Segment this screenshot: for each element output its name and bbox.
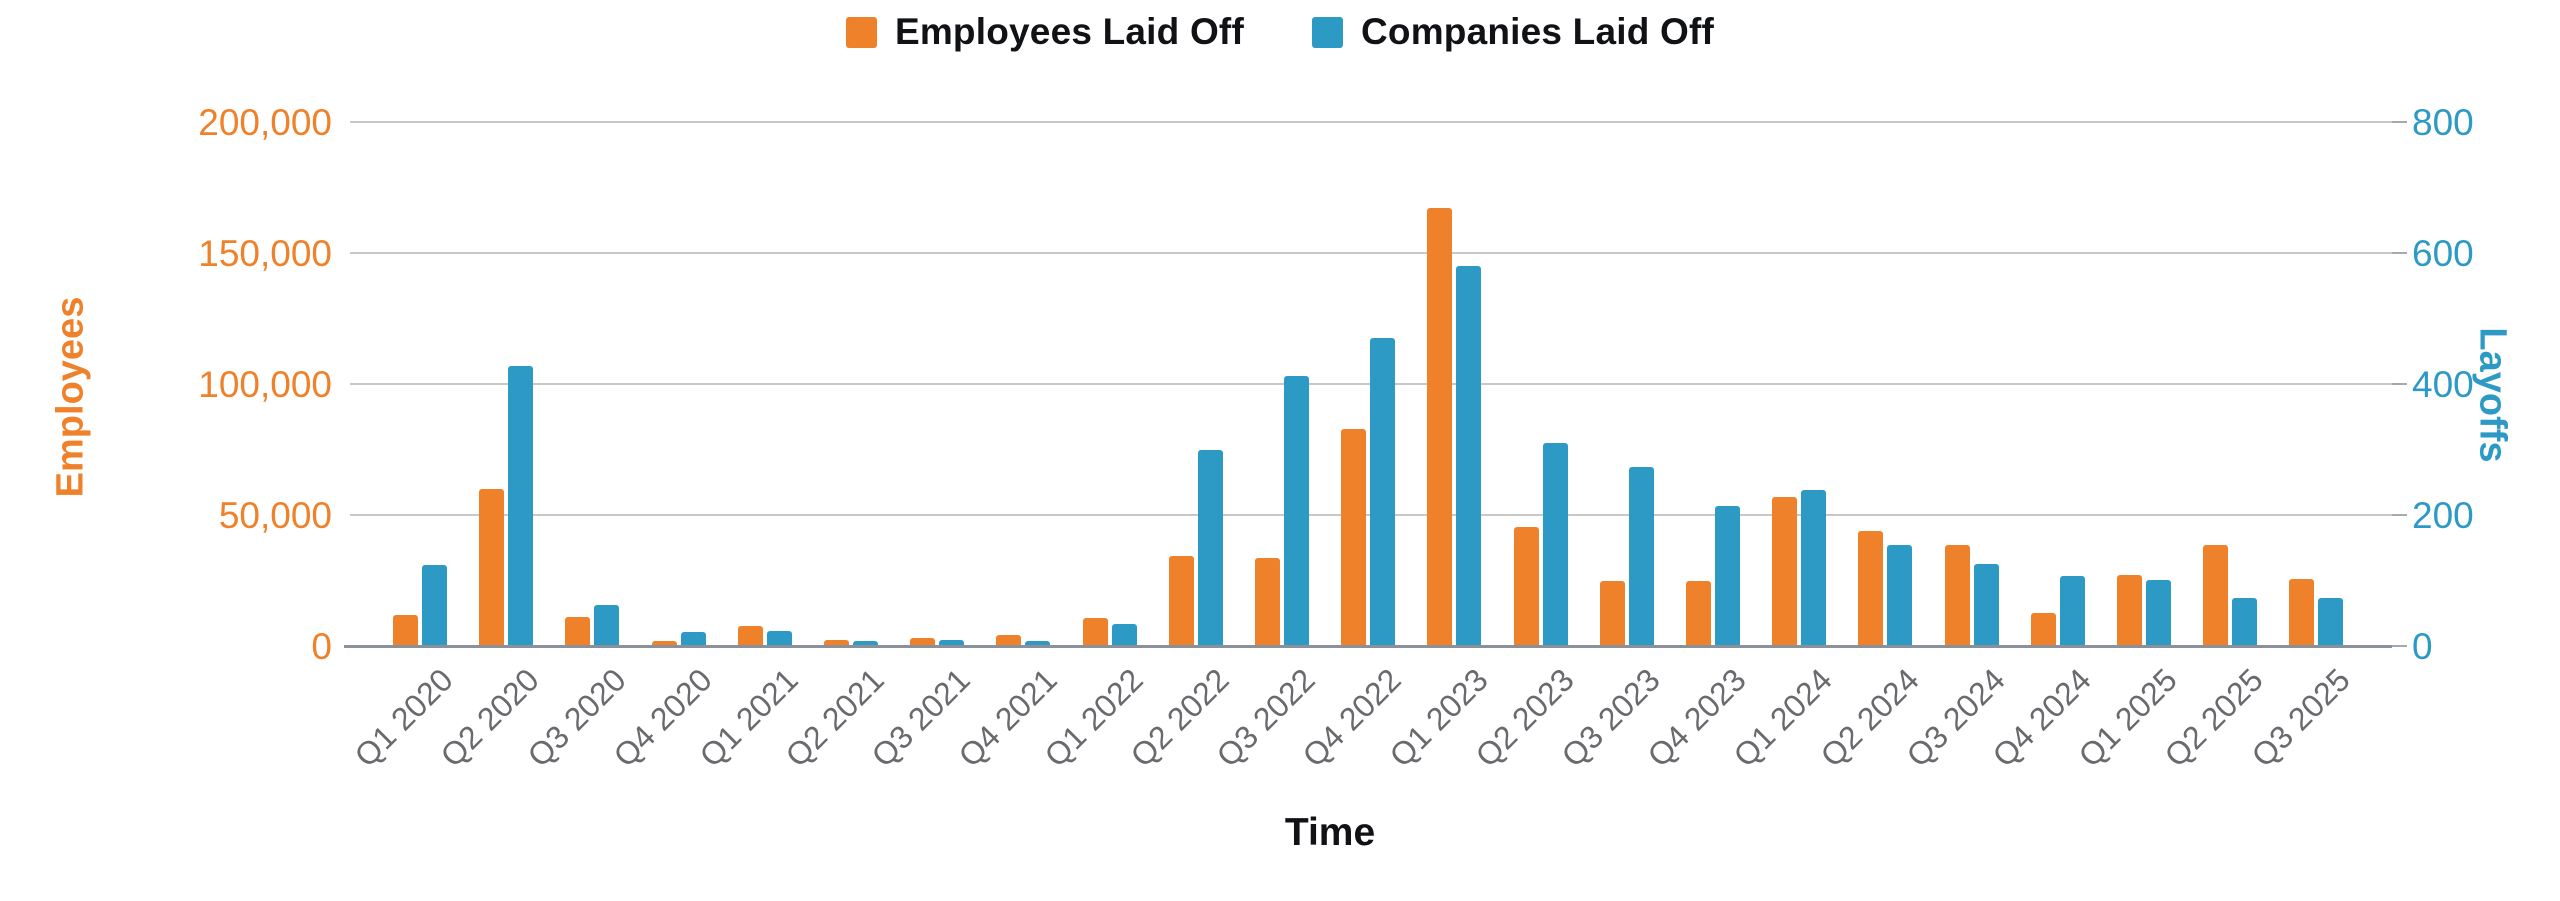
x-axis-title: Time [1284, 811, 1376, 854]
y-axis-title-right: Layoffs [2471, 327, 2514, 463]
bar-employees-q3-2020[interactable] [565, 617, 591, 646]
y-axis-title-left: Employees [49, 296, 92, 498]
y-tick-label-left: 50,000 [218, 495, 332, 536]
bar-companies-q2-2021[interactable] [853, 640, 878, 646]
bar-companies-q1-2024[interactable] [1801, 490, 1827, 646]
bar-employees-q2-2024[interactable] [1858, 530, 1884, 646]
bar-companies-q1-2022[interactable] [1111, 623, 1137, 646]
bar-employees-q3-2024[interactable] [1944, 545, 1970, 646]
bar-employees-q4-2021[interactable] [996, 634, 1022, 646]
bar-employees-q2-2023[interactable] [1513, 526, 1539, 646]
right-axis-tick [2392, 645, 2407, 647]
right-axis-tick [2392, 252, 2407, 254]
bar-employees-q1-2020[interactable] [393, 614, 418, 646]
bar-companies-q4-2021[interactable] [1025, 641, 1051, 646]
x-axis-baseline [344, 645, 2392, 648]
bar-employees-q1-2025[interactable] [2117, 575, 2142, 646]
bar-companies-q1-2020[interactable] [422, 565, 447, 646]
legend-label-companies: Companies Laid Off [1360, 11, 1715, 52]
gridline [350, 252, 2392, 254]
bar-companies-q3-2020[interactable] [594, 604, 620, 646]
bar-employees-q3-2022[interactable] [1255, 558, 1280, 646]
bar-employees-q3-2023[interactable] [1599, 580, 1625, 646]
gridline [350, 121, 2392, 123]
bar-employees-q1-2022[interactable] [1082, 618, 1108, 646]
y-tick-label-left: 150,000 [198, 233, 332, 274]
legend-swatch-employees-icon [845, 16, 877, 48]
bar-companies-q2-2020[interactable] [508, 365, 534, 646]
bar-companies-q3-2021[interactable] [939, 640, 965, 646]
bar-employees-q1-2023[interactable] [1427, 208, 1453, 646]
bar-companies-q3-2025[interactable] [2318, 598, 2344, 646]
bar-companies-q1-2021[interactable] [766, 630, 792, 646]
right-axis-tick [2392, 121, 2407, 123]
right-axis-tick [2392, 383, 2407, 385]
bar-companies-q4-2020[interactable] [680, 631, 706, 646]
bar-employees-q1-2021[interactable] [737, 626, 763, 646]
y-tick-label-left: 100,000 [198, 364, 332, 405]
y-tick-label-right: 800 [2412, 102, 2474, 143]
bar-companies-q4-2022[interactable] [1370, 338, 1396, 646]
y-tick-label-left: 0 [311, 626, 332, 667]
bar-companies-q4-2023[interactable] [1715, 506, 1740, 646]
legend-item-companies: Companies Laid Off [1311, 11, 1715, 53]
bar-employees-q3-2021[interactable] [910, 638, 936, 646]
legend-item-employees: Employees Laid Off [845, 11, 1244, 53]
bar-employees-q2-2021[interactable] [824, 639, 849, 646]
bar-employees-q4-2022[interactable] [1341, 428, 1367, 646]
bar-companies-q2-2022[interactable] [1197, 449, 1223, 646]
bar-employees-q2-2022[interactable] [1168, 555, 1194, 646]
y-tick-label-left: 200,000 [198, 102, 332, 143]
bar-employees-q2-2020[interactable] [479, 488, 505, 646]
bar-employees-q4-2020[interactable] [651, 640, 677, 646]
bar-employees-q4-2023[interactable] [1686, 580, 1711, 646]
bar-companies-q2-2024[interactable] [1887, 545, 1913, 646]
y-tick-label-right: 400 [2412, 364, 2474, 405]
legend-label-employees: Employees Laid Off [894, 11, 1244, 52]
bar-employees-q4-2024[interactable] [2030, 613, 2056, 646]
bar-companies-q1-2025[interactable] [2146, 579, 2171, 646]
bar-companies-q3-2023[interactable] [1628, 466, 1654, 646]
legend: Employees Laid Off Companies Laid Off [0, 8, 2560, 56]
bar-companies-q2-2023[interactable] [1542, 442, 1568, 646]
y-tick-label-right: 0 [2412, 626, 2433, 667]
bar-employees-q1-2024[interactable] [1772, 496, 1798, 646]
legend-swatch-companies-icon [1311, 16, 1343, 48]
y-tick-label-right: 200 [2412, 495, 2474, 536]
bar-employees-q3-2025[interactable] [2289, 579, 2315, 646]
bar-companies-q3-2024[interactable] [1973, 564, 1999, 646]
bar-employees-q2-2025[interactable] [2203, 545, 2229, 646]
bar-companies-q2-2025[interactable] [2232, 598, 2258, 646]
bar-companies-q1-2023[interactable] [1456, 266, 1482, 646]
bar-companies-q4-2024[interactable] [2059, 575, 2085, 646]
y-tick-label-right: 600 [2412, 233, 2474, 274]
right-axis-tick [2392, 514, 2407, 516]
bar-companies-q3-2022[interactable] [1284, 376, 1309, 646]
